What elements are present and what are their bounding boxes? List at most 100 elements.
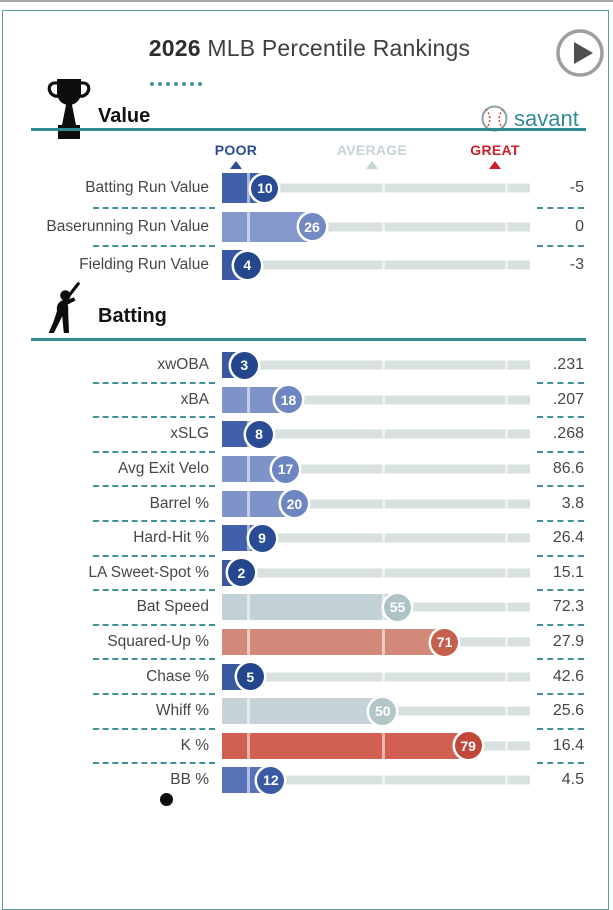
- percentile-card: 2026 MLB Percentile Rankings Value savan: [2, 10, 609, 910]
- marker-gridline: [246, 698, 250, 725]
- stat-label: LA Sweet-Spot %: [88, 563, 209, 581]
- percentile-badge[interactable]: 3: [230, 351, 258, 379]
- percentile-badge[interactable]: 20: [280, 490, 308, 518]
- marker-gridline: [505, 594, 509, 621]
- batting-section-divider: [31, 338, 586, 341]
- percentile-bar[interactable]: 55: [222, 593, 530, 621]
- row-separator: [93, 450, 215, 453]
- row-separator: [93, 623, 215, 626]
- marker-gridline: [382, 525, 386, 552]
- percentile-bar[interactable]: 18: [222, 386, 530, 414]
- percentile-bar[interactable]: 2: [222, 559, 530, 587]
- play-button[interactable]: [555, 28, 605, 78]
- marker-gridline: [505, 456, 509, 483]
- percentile-bar[interactable]: 8: [222, 420, 530, 448]
- row-separator: [93, 727, 215, 730]
- marker-gridline: [505, 490, 509, 517]
- stat-label: Bat Speed: [136, 598, 209, 616]
- percentile-bar[interactable]: 20: [222, 490, 530, 518]
- marker-gridline: [382, 173, 386, 204]
- bar-track: [222, 429, 530, 439]
- marker-gridline: [382, 594, 386, 621]
- value-rows: Batting Run Value 10 -5 Baserunning Run Val…: [3, 169, 613, 285]
- stat-label: xSLG: [170, 425, 209, 443]
- percentile-badge[interactable]: 10: [251, 174, 279, 202]
- row-separator: [537, 381, 584, 384]
- percentile-bar[interactable]: 4: [222, 250, 530, 281]
- bar-track: [222, 568, 530, 578]
- great-marker-icon: [489, 161, 501, 169]
- batting-rows: xwOBA 3 .231 xBA 18 .207 xSLG 8 .268 Avg Exit Vel…: [3, 348, 613, 798]
- stat-row: Whiff % 50 25.6: [3, 694, 613, 730]
- percentile-badge[interactable]: 18: [275, 386, 302, 414]
- percentile-badge[interactable]: 12: [257, 766, 285, 794]
- percentile-badge[interactable]: 71: [431, 628, 459, 656]
- percentile-badge[interactable]: 26: [298, 213, 326, 241]
- stat-value: -3: [569, 256, 584, 274]
- percentile-bar[interactable]: 5: [222, 663, 530, 691]
- percentile-badge[interactable]: 55: [383, 593, 411, 621]
- section-title-value: Value: [98, 105, 151, 127]
- stat-row: xwOBA 3 .231: [3, 348, 613, 384]
- row-separator: [93, 692, 215, 695]
- percentile-badge[interactable]: 17: [272, 455, 300, 483]
- percentile-badge[interactable]: 50: [369, 697, 397, 725]
- bar-track: [222, 499, 530, 509]
- percentile-bar[interactable]: 12: [222, 766, 530, 794]
- stat-row: Barrel % 20 3.8: [3, 486, 613, 522]
- percentile-bar[interactable]: 26: [222, 211, 530, 242]
- percentile-badge[interactable]: 2: [227, 559, 255, 587]
- bar-track: [222, 183, 530, 193]
- stat-value: 27.9: [552, 633, 584, 651]
- stat-label: Chase %: [146, 667, 209, 685]
- percentile-bar[interactable]: 3: [222, 351, 530, 379]
- bar-track: [222, 672, 530, 682]
- scale-label-poor: POOR: [191, 142, 281, 169]
- row-separator: [537, 727, 584, 730]
- marker-gridline: [505, 525, 509, 552]
- bar-fill: [222, 629, 457, 656]
- percentile-badge[interactable]: 8: [245, 420, 273, 448]
- percentile-badge[interactable]: 79: [454, 732, 482, 760]
- percentile-bar[interactable]: 71: [222, 628, 530, 656]
- stat-value: .207: [552, 390, 584, 408]
- stat-row: xSLG 8 .268: [3, 417, 613, 453]
- percentile-bar[interactable]: 17: [222, 455, 530, 483]
- marker-gridline: [382, 250, 386, 281]
- marker-gridline: [246, 211, 250, 242]
- marker-gridline: [382, 559, 386, 586]
- row-separator: [93, 762, 215, 765]
- percentile-bar[interactable]: 50: [222, 697, 530, 725]
- percentile-bar[interactable]: 79: [222, 732, 530, 760]
- poor-marker-icon: [230, 161, 242, 169]
- bar-track: [222, 360, 530, 370]
- marker-gridline: [246, 490, 250, 517]
- row-separator: [537, 206, 584, 209]
- marker-gridline: [246, 767, 250, 794]
- marker-gridline: [382, 490, 386, 517]
- stat-row: Baserunning Run Value 26 0: [3, 208, 613, 247]
- baseball-icon: [481, 105, 508, 132]
- stat-value: -5: [569, 179, 584, 197]
- marker-gridline: [382, 629, 386, 656]
- percentile-bar[interactable]: 10: [222, 173, 530, 204]
- bar-track: [222, 533, 530, 543]
- marker-gridline: [246, 594, 250, 621]
- percentile-badge[interactable]: 4: [233, 251, 261, 279]
- savant-logo[interactable]: savant: [481, 105, 579, 132]
- percentile-badge[interactable]: 9: [248, 524, 276, 552]
- row-separator: [93, 381, 215, 384]
- percentile-bar[interactable]: 9: [222, 524, 530, 552]
- row-separator: [537, 623, 584, 626]
- stat-row: Avg Exit Velo 17 86.6: [3, 452, 613, 488]
- marker-gridline: [505, 559, 509, 586]
- bar-track: [222, 222, 530, 232]
- stat-value: 4.5: [561, 771, 584, 789]
- marker-gridline: [246, 386, 250, 413]
- row-separator: [537, 416, 584, 419]
- percentile-badge[interactable]: 5: [236, 663, 264, 691]
- row-separator: [93, 589, 215, 592]
- marker-gridline: [505, 698, 509, 725]
- stat-label: Hard-Hit %: [133, 529, 209, 547]
- stat-value: .268: [552, 425, 584, 443]
